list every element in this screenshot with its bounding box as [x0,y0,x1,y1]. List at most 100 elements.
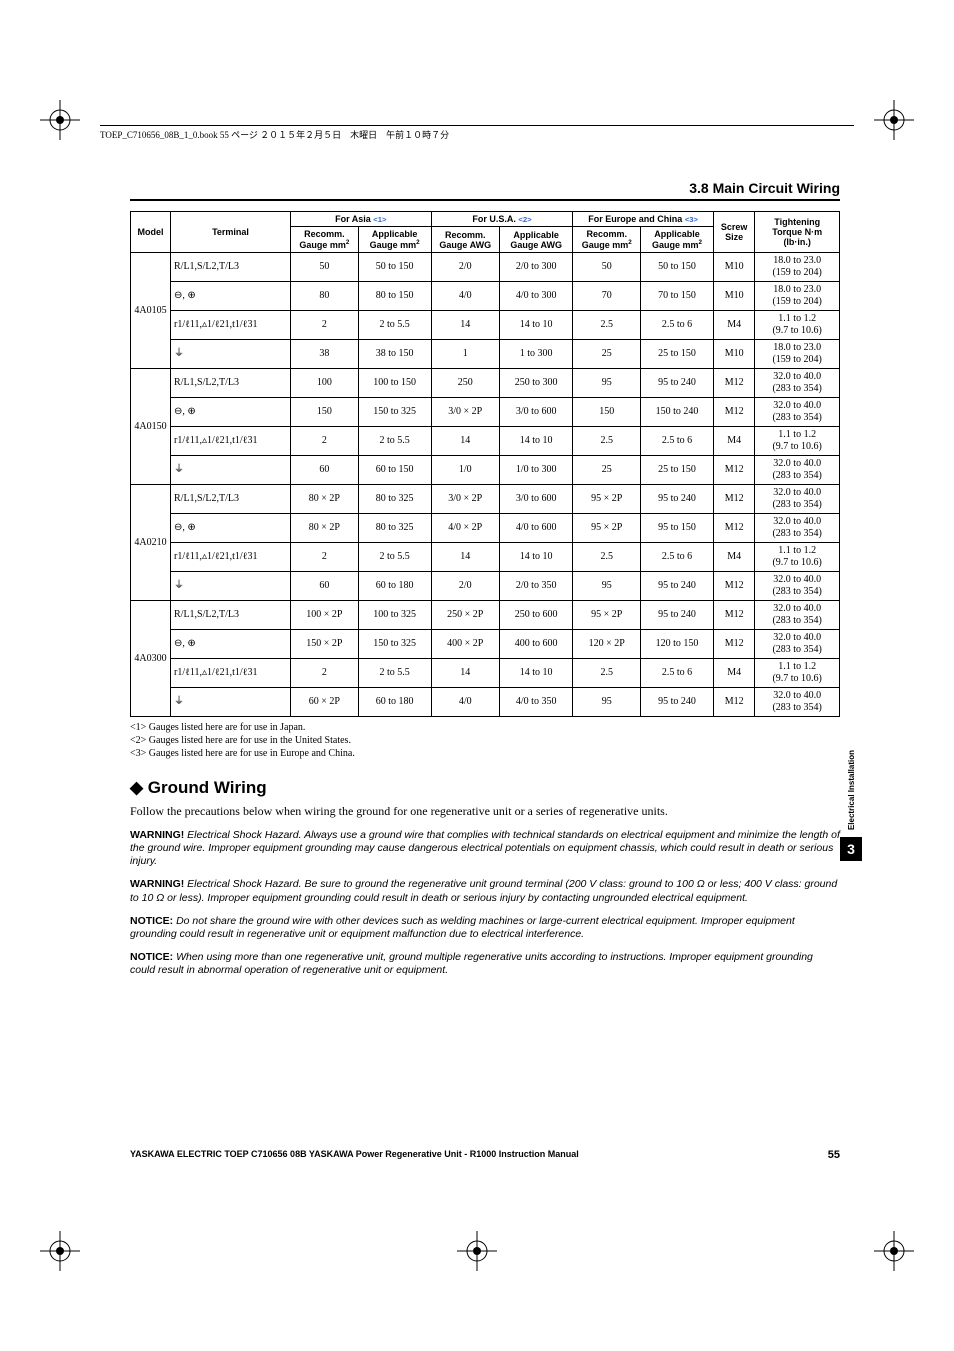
table-row: r1/ℓ11,▵1/ℓ21,t1/ℓ3122 to 5.51414 to 102… [131,543,840,572]
data-cell: 3/0 × 2P [431,398,499,427]
data-cell: 95 [573,688,641,717]
data-cell: 25 [573,456,641,485]
data-cell: 95 to 240 [641,369,714,398]
table-row: ⏚6060 to 1802/02/0 to 3509595 to 240M123… [131,572,840,601]
table-row: r1/ℓ11,▵1/ℓ21,t1/ℓ3122 to 5.51414 to 102… [131,311,840,340]
data-cell: 150 to 325 [358,398,431,427]
data-cell: 4/0 [431,282,499,311]
data-cell: 80 to 325 [358,514,431,543]
data-cell: 400 × 2P [431,630,499,659]
th-torque: Tightening Torque N·m (lb·in.) [755,212,840,253]
data-cell: M4 [713,311,754,340]
note-3: <3> Gauges listed here are for use in Eu… [130,747,840,760]
notice-1: NOTICE: Do not share the ground wire wit… [130,915,840,941]
th-usa-recomm: Recomm. Gauge AWG [431,227,499,253]
note-1: <1> Gauges listed here are for use in Ja… [130,721,840,734]
torque-cell: 18.0 to 23.0(159 to 204) [755,253,840,282]
data-cell: 4/0 [431,688,499,717]
data-cell: 120 × 2P [573,630,641,659]
crop-mark-icon [874,100,914,140]
data-cell: R/L1,S/L2,T/L3 [171,485,291,514]
data-cell: 2 to 5.5 [358,427,431,456]
torque-cell: 32.0 to 40.0(283 to 354) [755,456,840,485]
data-cell: 50 [573,253,641,282]
data-cell: 4/0 to 600 [499,514,572,543]
torque-cell: 18.0 to 23.0(159 to 204) [755,340,840,369]
torque-cell: 32.0 to 40.0(283 to 354) [755,630,840,659]
data-cell: 60 [291,456,359,485]
data-cell: 1/0 to 300 [499,456,572,485]
data-cell: 3/0 × 2P [431,485,499,514]
data-cell: 95 to 150 [641,514,714,543]
torque-cell: 32.0 to 40.0(283 to 354) [755,485,840,514]
th-usa-applic: Applicable Gauge AWG [499,227,572,253]
data-cell: M4 [713,543,754,572]
data-cell: 80 × 2P [291,514,359,543]
data-cell: r1/ℓ11,▵1/ℓ21,t1/ℓ31 [171,427,291,456]
data-cell: 2.5 to 6 [641,659,714,688]
data-cell: 2/0 [431,572,499,601]
warning-1: WARNING! Electrical Shock Hazard. Always… [130,829,840,868]
warning-2: WARNING! Electrical Shock Hazard. Be sur… [130,878,840,904]
data-cell: ⊖, ⊕ [171,398,291,427]
table-row: ⊖, ⊕150150 to 3253/0 × 2P3/0 to 60015015… [131,398,840,427]
data-cell: 1 to 300 [499,340,572,369]
data-cell: 2 to 5.5 [358,659,431,688]
data-cell: 4/0 × 2P [431,514,499,543]
data-cell: 2.5 to 6 [641,543,714,572]
table-row: 4A0210R/L1,S/L2,T/L380 × 2P80 to 3253/0 … [131,485,840,514]
data-cell: 95 to 240 [641,485,714,514]
data-cell: 250 × 2P [431,601,499,630]
data-cell: 100 to 150 [358,369,431,398]
data-cell: 95 × 2P [573,514,641,543]
data-cell: 14 [431,659,499,688]
data-cell: 80 [291,282,359,311]
notice-2: NOTICE: When using more than one regener… [130,951,840,977]
data-cell: 60 to 180 [358,572,431,601]
data-cell: M10 [713,253,754,282]
th-terminal: Terminal [171,212,291,253]
torque-cell: 1.1 to 1.2(9.7 to 10.6) [755,311,840,340]
table-row: 4A0150R/L1,S/L2,T/L3100100 to 150250250 … [131,369,840,398]
data-cell: 2 to 5.5 [358,311,431,340]
torque-cell: 32.0 to 40.0(283 to 354) [755,601,840,630]
data-cell: 3/0 to 600 [499,398,572,427]
data-cell: 4/0 to 300 [499,282,572,311]
th-group-asia: For Asia <1> [291,212,432,227]
data-cell: 2.5 [573,427,641,456]
data-cell: 2 [291,543,359,572]
data-cell: M12 [713,456,754,485]
table-notes: <1> Gauges listed here are for use in Ja… [130,721,840,760]
data-cell: ⏚ [171,456,291,485]
data-cell: 150 [291,398,359,427]
torque-cell: 32.0 to 40.0(283 to 354) [755,398,840,427]
torque-cell: 1.1 to 1.2(9.7 to 10.6) [755,427,840,456]
data-cell: 14 [431,311,499,340]
data-cell: M12 [713,630,754,659]
data-cell: 1 [431,340,499,369]
data-cell: 70 [573,282,641,311]
ground-wiring-heading: ◆ Ground Wiring [130,778,840,798]
ground-wiring-intro: Follow the precautions below when wiring… [130,804,840,819]
data-cell: M12 [713,601,754,630]
data-cell: r1/ℓ11,▵1/ℓ21,t1/ℓ31 [171,311,291,340]
data-cell: 4/0 to 350 [499,688,572,717]
th-group-usa: For U.S.A. <2> [431,212,573,227]
th-screw: Screw Size [713,212,754,253]
data-cell: 38 to 150 [358,340,431,369]
data-cell: 150 × 2P [291,630,359,659]
data-cell: M12 [713,688,754,717]
data-cell: M12 [713,485,754,514]
data-cell: ⏚ [171,340,291,369]
data-cell: 250 to 600 [499,601,572,630]
data-cell: 25 to 150 [641,340,714,369]
crop-mark-icon [457,1231,497,1271]
data-cell: 38 [291,340,359,369]
data-cell: 25 [573,340,641,369]
crop-mark-icon [40,100,80,140]
data-cell: ⏚ [171,688,291,717]
crop-mark-icon [40,1231,80,1271]
data-cell: 14 [431,427,499,456]
data-cell: 25 to 150 [641,456,714,485]
torque-cell: 18.0 to 23.0(159 to 204) [755,282,840,311]
